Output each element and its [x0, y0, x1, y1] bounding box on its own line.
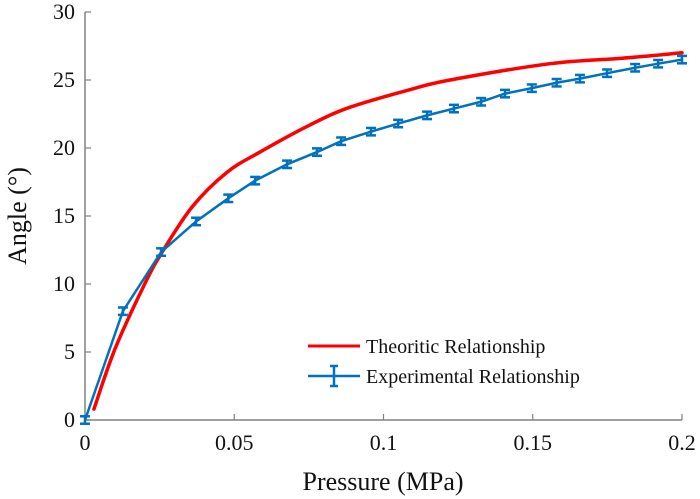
experimental-point: [311, 147, 322, 158]
experimental-point: [476, 96, 487, 107]
experimental-point: [80, 415, 90, 425]
experimental-point: [156, 247, 167, 258]
experimental-point: [526, 83, 537, 94]
y-tick-label: 15: [53, 203, 75, 228]
x-tick-label: 0.1: [370, 430, 398, 455]
experimental-point: [282, 159, 293, 170]
experimental-point: [191, 216, 202, 227]
experimental-point: [499, 88, 510, 99]
experimental-point: [250, 175, 261, 186]
legend: Theoritic Relationship Experimental Rela…: [308, 336, 580, 388]
y-tick-label: 10: [53, 271, 75, 296]
experimental-point: [117, 306, 128, 317]
theoretic-curve: [92, 51, 684, 411]
y-tick-label: 20: [53, 135, 75, 160]
series-layer: [80, 51, 687, 425]
experimental-point: [602, 68, 613, 79]
experimental-point: [677, 54, 687, 65]
experimental-point: [653, 58, 664, 69]
x-tick-label: 0.2: [668, 430, 696, 455]
y-tick-label: 30: [53, 0, 75, 24]
y-tick-label: 0: [64, 407, 75, 432]
experimental-point: [574, 73, 585, 84]
y-axis-title: Angle (°): [3, 167, 32, 265]
legend-label-experimental: Experimental Relationship: [366, 366, 580, 388]
x-axis-title: Pressure (MPa): [302, 467, 463, 496]
experimental-point: [630, 62, 641, 73]
experimental-line: [83, 58, 683, 421]
axes: 0 5 10 15 20 25 30 0 0.05 0.1 0.15 0.2: [53, 0, 696, 455]
x-tick-label: 0.05: [215, 430, 254, 455]
y-tick-label: 25: [53, 67, 75, 92]
x-tick-label: 0.15: [514, 430, 553, 455]
experimental-point: [422, 110, 433, 121]
experimental-point: [336, 136, 347, 147]
experimental-point: [223, 193, 234, 204]
legend-label-theoretic: Theoritic Relationship: [366, 336, 545, 358]
legend-swatch-experimental: [308, 364, 360, 388]
experimental-point: [551, 77, 562, 88]
experimental-point: [393, 118, 404, 129]
y-tick-label: 5: [64, 339, 75, 364]
x-tick-label: 0: [80, 430, 91, 455]
experimental-point: [448, 103, 459, 114]
experimental-point: [365, 126, 376, 137]
